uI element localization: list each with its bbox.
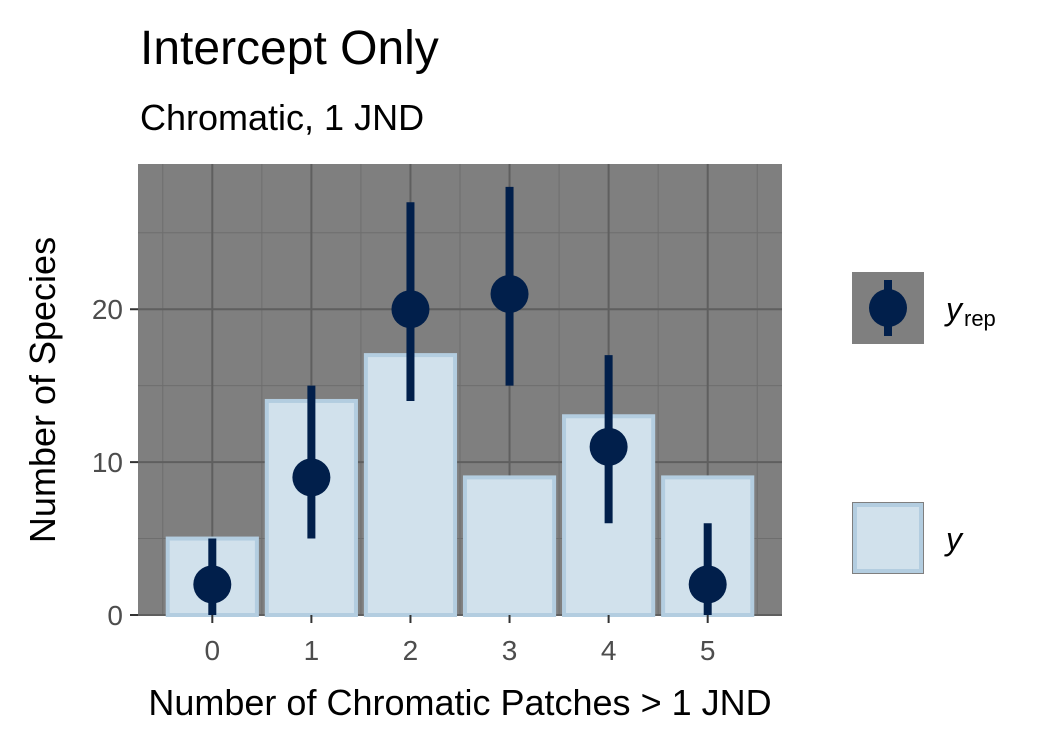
x-axis-title: Number of Chromatic Patches > 1 JND xyxy=(148,682,771,723)
y-tick-label: 20 xyxy=(92,294,123,325)
point-yrep-4 xyxy=(589,427,628,466)
point-yrep-2 xyxy=(391,290,430,329)
x-tick-label: 2 xyxy=(403,635,419,666)
legend-key-yrep-point xyxy=(869,289,907,327)
y-tick-label: 10 xyxy=(92,447,123,478)
x-tick-label: 0 xyxy=(205,635,221,666)
y-axis-title: Number of Species xyxy=(22,237,63,543)
point-yrep-3 xyxy=(490,274,529,313)
legend: yrep y xyxy=(852,272,996,574)
axis-layer: 0 1 2 3 4 5 0 10 20 xyxy=(92,294,716,666)
x-tick-label: 3 xyxy=(502,635,518,666)
legend-label: y xyxy=(944,521,964,557)
x-tick-label: 5 xyxy=(700,635,716,666)
y-tick-label: 0 xyxy=(107,600,123,631)
point-layer xyxy=(193,186,727,615)
legend-key-y-bar xyxy=(853,503,923,573)
point-yrep-5 xyxy=(688,565,727,604)
x-tick-label: 1 xyxy=(304,635,320,666)
point-yrep-1 xyxy=(292,458,331,497)
chart-subtitle: Chromatic, 1 JND xyxy=(140,97,424,138)
legend-label: yrep xyxy=(944,291,996,331)
point-yrep-0 xyxy=(193,565,232,604)
x-tick-label: 4 xyxy=(601,635,617,666)
chart-title: Intercept Only xyxy=(140,22,439,75)
bar-y-3 xyxy=(462,475,557,617)
